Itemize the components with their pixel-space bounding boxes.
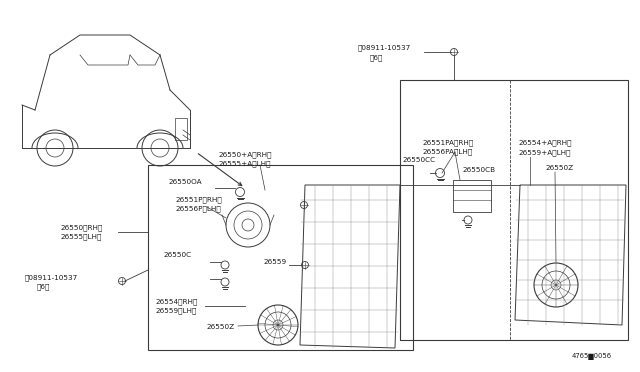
Text: 26559: 26559 — [263, 259, 286, 265]
Text: 4765▇0056: 4765▇0056 — [572, 353, 612, 359]
Text: Ⓝ08911-10537: Ⓝ08911-10537 — [25, 275, 78, 281]
Text: 26556P＜LH＞: 26556P＜LH＞ — [175, 206, 221, 212]
Text: （6）: （6） — [370, 55, 383, 61]
Text: 26559+A＜LH＞: 26559+A＜LH＞ — [518, 150, 570, 156]
Text: 26550+A＜RH＞: 26550+A＜RH＞ — [218, 152, 271, 158]
Bar — [175, 118, 187, 140]
Text: 26550OA: 26550OA — [168, 179, 202, 185]
Bar — [400, 80, 628, 340]
Text: 26556PA＜LH＞: 26556PA＜LH＞ — [422, 149, 472, 155]
Text: 26555+A＜LH＞: 26555+A＜LH＞ — [218, 161, 271, 167]
Text: （6）: （6） — [37, 284, 51, 290]
Bar — [148, 165, 413, 350]
Text: 26550CB: 26550CB — [462, 167, 495, 173]
Bar — [453, 180, 491, 212]
Text: 26555＜LH＞: 26555＜LH＞ — [60, 234, 101, 240]
Text: 26554+A＜RH＞: 26554+A＜RH＞ — [518, 140, 572, 146]
Text: Ⓝ08911-10537: Ⓝ08911-10537 — [358, 45, 412, 51]
Text: 26550CC: 26550CC — [402, 157, 435, 163]
Text: 26554＜RH＞: 26554＜RH＞ — [155, 299, 197, 305]
Text: 26550C: 26550C — [163, 252, 191, 258]
Text: 26559＜LH＞: 26559＜LH＞ — [155, 308, 196, 314]
Text: 26550Z: 26550Z — [545, 165, 573, 171]
Text: 26550＜RH＞: 26550＜RH＞ — [60, 225, 102, 231]
Text: 26550Z: 26550Z — [206, 324, 234, 330]
Text: 26551PA＜RH＞: 26551PA＜RH＞ — [422, 140, 473, 146]
Text: 26551P＜RH＞: 26551P＜RH＞ — [175, 197, 221, 203]
